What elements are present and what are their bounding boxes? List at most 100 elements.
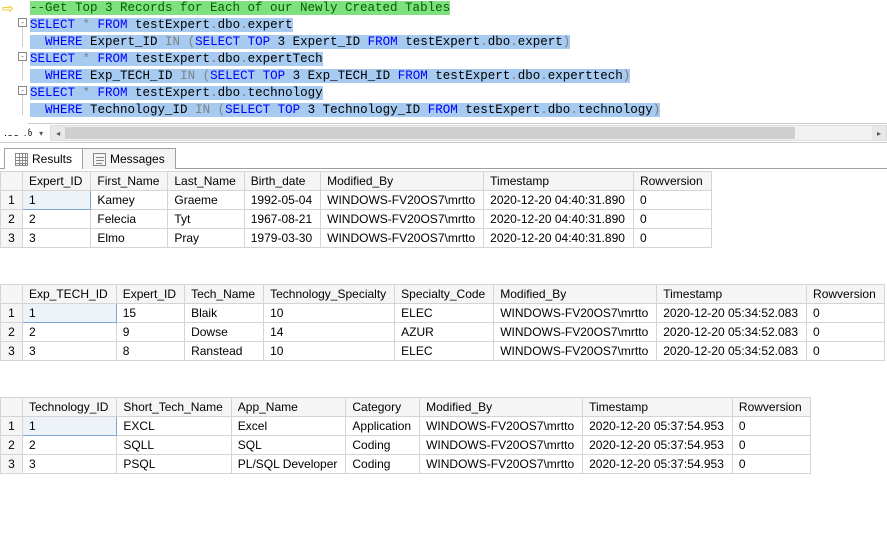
code-line[interactable]: WHERE Exp_TECH_ID IN (SELECT TOP 3 Exp_T… — [30, 68, 887, 85]
results-grid-3[interactable]: Technology_IDShort_Tech_NameApp_NameCate… — [0, 397, 811, 474]
column-header[interactable]: Category — [346, 398, 420, 417]
cell[interactable]: 2020-12-20 05:37:54.953 — [583, 436, 733, 455]
cell[interactable]: 0 — [807, 323, 885, 342]
cell[interactable]: 3 — [23, 455, 117, 474]
cell[interactable]: 2020-12-20 04:40:31.890 — [484, 210, 634, 229]
table-row[interactable]: 33PSQLPL/SQL DeveloperCodingWINDOWS-FV20… — [1, 455, 811, 474]
tab-messages[interactable]: Messages — [82, 148, 176, 169]
scroll-right-icon[interactable]: ▸ — [872, 126, 886, 140]
row-number[interactable]: 3 — [1, 342, 23, 361]
cell[interactable]: 2 — [23, 210, 91, 229]
cell[interactable]: PSQL — [117, 455, 231, 474]
row-number[interactable]: 3 — [1, 229, 23, 248]
row-number[interactable]: 1 — [1, 191, 23, 210]
cell[interactable]: 8 — [116, 342, 184, 361]
row-number[interactable]: 1 — [1, 304, 23, 323]
table-row[interactable]: 338Ranstead10ELECWINDOWS-FV20OS7\mrtto20… — [1, 342, 885, 361]
code-lines[interactable]: --Get Top 3 Records for Each of our Newl… — [30, 0, 887, 119]
code-line[interactable]: SELECT * FROM testExpert.dbo.expert — [30, 17, 887, 34]
cell[interactable]: 2 — [23, 436, 117, 455]
cell[interactable]: Pray — [168, 229, 244, 248]
table-row[interactable]: 229Dowse14AZURWINDOWS-FV20OS7\mrtto2020-… — [1, 323, 885, 342]
fold-toggle-icon[interactable]: - — [18, 18, 27, 27]
code-line[interactable]: SELECT * FROM testExpert.dbo.expertTech — [30, 51, 887, 68]
cell[interactable]: 0 — [807, 304, 885, 323]
cell[interactable]: SQL — [231, 436, 346, 455]
cell[interactable]: Graeme — [168, 191, 244, 210]
table-row[interactable]: 33ElmoPray1979-03-30WINDOWS-FV20OS7\mrtt… — [1, 229, 712, 248]
column-header[interactable]: Exp_TECH_ID — [23, 285, 117, 304]
code-line[interactable]: SELECT * FROM testExpert.dbo.technology — [30, 85, 887, 102]
cell[interactable]: 0 — [732, 417, 810, 436]
horizontal-scrollbar[interactable]: ◂ ▸ — [50, 125, 887, 141]
column-header[interactable]: Specialty_Code — [395, 285, 494, 304]
cell[interactable]: 10 — [264, 304, 395, 323]
row-number[interactable]: 2 — [1, 436, 23, 455]
column-header[interactable]: Modified_By — [494, 285, 657, 304]
column-header[interactable]: Rowversion — [807, 285, 885, 304]
row-number[interactable]: 2 — [1, 323, 23, 342]
cell[interactable]: Dowse — [185, 323, 264, 342]
cell[interactable]: SQLL — [117, 436, 231, 455]
column-header[interactable]: First_Name — [91, 172, 168, 191]
cell[interactable]: 1 — [23, 417, 117, 436]
column-header[interactable]: Short_Tech_Name — [117, 398, 231, 417]
code-line[interactable]: WHERE Technology_ID IN (SELECT TOP 3 Tec… — [30, 102, 887, 119]
cell[interactable]: Blaik — [185, 304, 264, 323]
cell[interactable]: 10 — [264, 342, 395, 361]
cell[interactable]: 0 — [732, 436, 810, 455]
cell[interactable]: 14 — [264, 323, 395, 342]
column-header[interactable]: Timestamp — [583, 398, 733, 417]
column-header[interactable]: Modified_By — [420, 398, 583, 417]
cell[interactable]: 0 — [807, 342, 885, 361]
cell[interactable]: Excel — [231, 417, 346, 436]
results-grid-2[interactable]: Exp_TECH_IDExpert_IDTech_NameTechnology_… — [0, 284, 885, 361]
cell[interactable]: 0 — [633, 229, 711, 248]
column-header[interactable]: Birth_date — [244, 172, 320, 191]
cell[interactable]: WINDOWS-FV20OS7\mrtto — [420, 436, 583, 455]
cell[interactable]: 0 — [633, 210, 711, 229]
cell[interactable]: EXCL — [117, 417, 231, 436]
row-number[interactable]: 3 — [1, 455, 23, 474]
tab-results[interactable]: Results — [4, 148, 83, 169]
table-row[interactable]: 22SQLLSQLCodingWINDOWS-FV20OS7\mrtto2020… — [1, 436, 811, 455]
cell[interactable]: WINDOWS-FV20OS7\mrtto — [494, 323, 657, 342]
cell[interactable]: 9 — [116, 323, 184, 342]
cell[interactable]: 2020-12-20 05:34:52.083 — [657, 323, 807, 342]
cell[interactable]: Kamey — [91, 191, 168, 210]
table-row[interactable]: 11EXCLExcelApplicationWINDOWS-FV20OS7\mr… — [1, 417, 811, 436]
column-header[interactable]: Expert_ID — [116, 285, 184, 304]
code-line[interactable]: WHERE Expert_ID IN (SELECT TOP 3 Expert_… — [30, 34, 887, 51]
column-header[interactable]: App_Name — [231, 398, 346, 417]
cell[interactable]: 1979-03-30 — [244, 229, 320, 248]
cell[interactable]: Felecia — [91, 210, 168, 229]
column-header[interactable]: Technology_ID — [23, 398, 117, 417]
code-line[interactable]: --Get Top 3 Records for Each of our Newl… — [30, 0, 887, 17]
cell[interactable]: 2020-12-20 04:40:31.890 — [484, 191, 634, 210]
row-number[interactable]: 2 — [1, 210, 23, 229]
cell[interactable]: AZUR — [395, 323, 494, 342]
sql-editor[interactable]: ⇨ - - - --Get Top 3 Records for Each of … — [0, 0, 887, 123]
fold-toggle-icon[interactable]: - — [18, 86, 27, 95]
cell[interactable]: WINDOWS-FV20OS7\mrtto — [494, 304, 657, 323]
cell[interactable]: WINDOWS-FV20OS7\mrtto — [321, 229, 484, 248]
table-row[interactable]: 11KameyGraeme1992-05-04WINDOWS-FV20OS7\m… — [1, 191, 712, 210]
cell[interactable]: ELEC — [395, 304, 494, 323]
cell[interactable]: WINDOWS-FV20OS7\mrtto — [321, 210, 484, 229]
cell[interactable]: 15 — [116, 304, 184, 323]
cell[interactable]: 2 — [23, 323, 117, 342]
cell[interactable]: 2020-12-20 05:37:54.953 — [583, 455, 733, 474]
column-header[interactable]: Tech_Name — [185, 285, 264, 304]
cell[interactable]: 2020-12-20 05:37:54.953 — [583, 417, 733, 436]
column-header[interactable]: Timestamp — [484, 172, 634, 191]
fold-toggle-icon[interactable]: - — [18, 52, 27, 61]
scroll-thumb[interactable] — [65, 127, 795, 139]
cell[interactable]: 1 — [23, 191, 91, 210]
cell[interactable]: Application — [346, 417, 420, 436]
row-number[interactable]: 1 — [1, 417, 23, 436]
table-row[interactable]: 1115Blaik10ELECWINDOWS-FV20OS7\mrtto2020… — [1, 304, 885, 323]
cell[interactable]: 1992-05-04 — [244, 191, 320, 210]
cell[interactable]: 2020-12-20 04:40:31.890 — [484, 229, 634, 248]
column-header[interactable]: Last_Name — [168, 172, 244, 191]
cell[interactable]: 2020-12-20 05:34:52.083 — [657, 342, 807, 361]
